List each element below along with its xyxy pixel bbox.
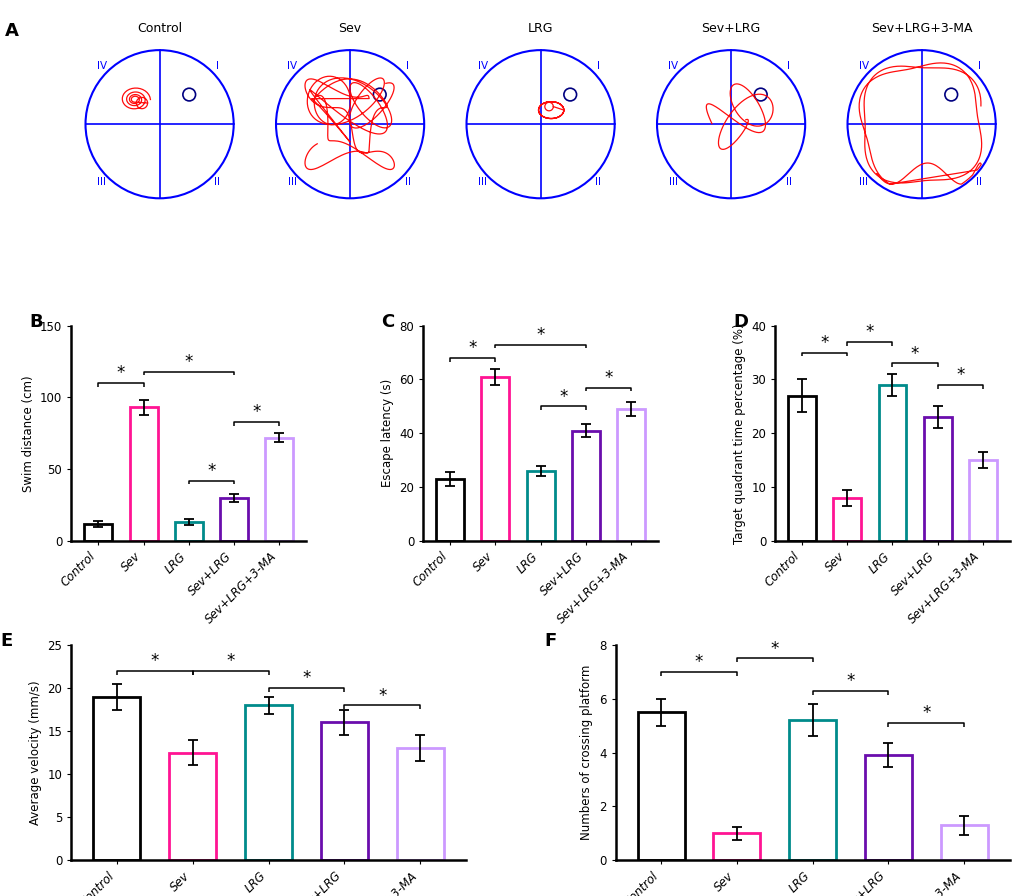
Y-axis label: Escape latency (s): Escape latency (s) [380,379,393,487]
Text: I: I [596,61,599,72]
Bar [833,498,860,541]
Title: Sev+LRG: Sev+LRG [701,22,760,35]
Text: *: * [769,640,779,658]
Text: D: D [733,313,747,331]
Bar [129,408,157,541]
Text: *: * [955,366,963,384]
Bar [572,431,599,541]
Text: *: * [558,388,567,406]
Text: *: * [226,652,234,670]
Title: LRG: LRG [528,22,553,35]
Text: III: III [97,177,106,187]
Bar [923,418,951,541]
Bar [169,753,216,860]
Bar [396,748,443,860]
Bar [245,705,291,860]
Text: *: * [378,686,386,704]
Bar [174,522,203,541]
Text: IV: IV [287,61,297,72]
Title: Sev+LRG+3-MA: Sev+LRG+3-MA [870,22,971,35]
Y-axis label: Average velocity (mm/s): Average velocity (mm/s) [29,680,42,825]
Text: *: * [865,323,873,341]
Bar [968,461,996,541]
Bar [220,498,248,541]
Bar [864,755,911,860]
Y-axis label: Numbers of crossing platform: Numbers of crossing platform [580,665,593,840]
Bar [321,722,368,860]
Text: E: E [0,632,12,650]
Text: I: I [977,61,980,72]
Text: *: * [469,340,477,358]
Text: II: II [214,177,220,187]
Text: II: II [975,177,981,187]
Text: II: II [595,177,601,187]
Bar [616,409,644,541]
Text: IV: IV [477,61,487,72]
Text: IV: IV [667,61,678,72]
Y-axis label: Swim distance (cm): Swim distance (cm) [21,375,35,492]
Text: I: I [787,61,790,72]
Bar [94,697,141,860]
Text: *: * [207,462,215,480]
Title: Sev: Sev [338,22,362,35]
Bar [940,825,986,860]
Text: III: III [668,177,677,187]
Text: *: * [117,365,125,383]
Text: III: III [478,177,487,187]
Text: I: I [216,61,219,72]
Bar [789,720,836,860]
Text: *: * [252,403,260,421]
Text: IV: IV [858,61,868,72]
Text: B: B [30,313,43,331]
Text: II: II [786,177,791,187]
Text: A: A [5,22,19,40]
Text: *: * [536,326,544,344]
Text: III: III [287,177,297,187]
Bar [436,479,464,541]
Y-axis label: Target quadrant time percentage (%): Target quadrant time percentage (%) [732,323,745,544]
Text: C: C [381,313,394,331]
Text: *: * [846,672,854,690]
Text: IV: IV [97,61,107,72]
Bar [877,385,906,541]
Text: *: * [184,353,193,371]
Bar [526,471,554,541]
Bar [481,377,508,541]
Text: *: * [603,369,611,387]
Text: *: * [694,653,702,671]
Text: *: * [921,704,929,722]
Title: Control: Control [137,22,182,35]
Text: *: * [910,345,918,363]
Text: F: F [544,632,556,650]
Bar [637,712,684,860]
Bar [712,833,759,860]
Text: I: I [406,61,409,72]
Bar [265,437,292,541]
Text: *: * [820,334,828,352]
Bar [85,523,112,541]
Bar [788,396,815,541]
Text: *: * [151,652,159,670]
Text: II: II [405,177,411,187]
Text: *: * [302,669,311,687]
Text: III: III [858,177,867,187]
